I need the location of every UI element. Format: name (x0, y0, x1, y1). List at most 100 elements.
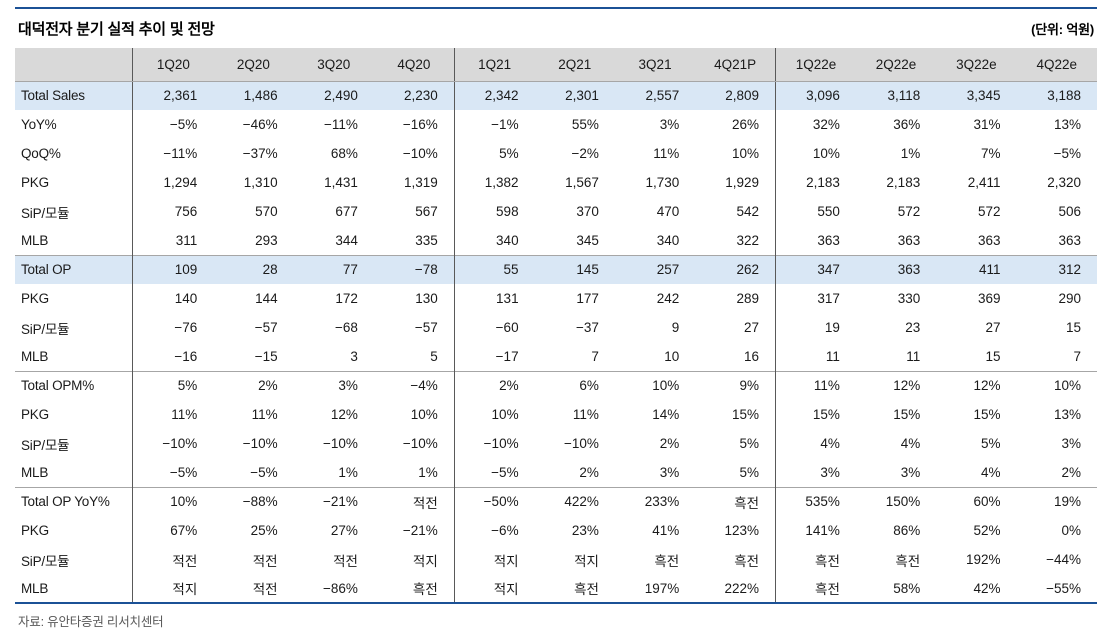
value-cell: 11% (775, 370, 856, 400)
column-header-3q21: 3Q21 (614, 48, 696, 82)
value-cell: 67% (132, 516, 214, 545)
value-cell: 140 (132, 284, 214, 313)
column-header-2q22e: 2Q22e (855, 48, 937, 82)
value-cell: −37% (242, 146, 278, 161)
value-cell: 적지 (412, 553, 438, 569)
value-cell: 적전 (333, 553, 358, 569)
table-row-3: PKG 1,294 1,310 1,431 1,319 1,382 1,567 1,730 1,… (15, 168, 1097, 197)
value-cell: 23% (571, 523, 599, 538)
value-cell: 15% (973, 407, 1001, 422)
value-cell: 4% (981, 464, 1001, 480)
value-cell: 적전 (252, 553, 278, 569)
value-cell: 12% (936, 370, 1017, 400)
value-cell: −57 (254, 320, 278, 335)
value-cell: 15 (1065, 320, 1081, 335)
value-cell: 550 (775, 197, 856, 226)
source-note: 자료: 유안타증권 리서치센터 (18, 615, 164, 629)
value-cell: 11% (572, 407, 599, 422)
value-cell: −10% (402, 146, 438, 161)
table-row-4: SiP/모듈 756 570 677 567 598 370 470 542 550 572 572 5… (15, 197, 1097, 226)
value-cell: 11% (251, 407, 278, 422)
row-label: SiP/모듈 (21, 321, 70, 337)
table-row-1: YoY% −5% −46% −11% −16% −1% 55% 3% 26% 32% 36% 31% 1… (15, 110, 1097, 139)
value-cell: 2,183 (775, 168, 856, 197)
value-cell: 11% (653, 146, 680, 161)
value-cell: 340 (656, 232, 680, 248)
table-row-2: QoQ% −11% −37% 68% −10% 5% −2% 11% 10% 10% 1% 7% −5% (15, 139, 1097, 168)
value-cell: 242 (656, 291, 680, 306)
value-cell: 3,188 (1016, 81, 1097, 110)
column-header-4q21p: 4Q21P (695, 48, 776, 82)
unit-label: (단위: 억원) (1031, 22, 1094, 37)
value-cell: 3% (775, 458, 856, 487)
value-cell: 2% (659, 436, 680, 451)
value-cell: 363 (1058, 232, 1081, 248)
value-cell: 15% (893, 407, 921, 422)
row-label: MLB (21, 580, 49, 596)
row-label: YoY% (21, 117, 57, 132)
value-cell: 506 (1058, 204, 1081, 219)
row-label: Total Sales (15, 81, 133, 110)
row-label: MLB (21, 232, 49, 248)
value-cell: 197% (644, 580, 680, 596)
value-cell: −86% (323, 580, 358, 596)
value-cell: 289 (736, 291, 760, 306)
value-cell: 572 (897, 204, 921, 219)
row-label-header (15, 48, 133, 82)
value-cell: 3% (659, 117, 680, 132)
value-cell: 257 (614, 254, 696, 284)
value-cell: 3 (350, 348, 358, 364)
value-cell: 흑전 (895, 553, 921, 569)
top-divider (15, 7, 1097, 9)
table-row-15: PKG 67% 25% 27% −21% −6% 23% 41% 123% 141% 86% 52% 0… (15, 516, 1097, 545)
value-cell: 293 (255, 232, 278, 248)
value-cell: −10% (132, 429, 214, 458)
value-cell: 55 (453, 254, 535, 284)
value-cell: −5% (1053, 146, 1081, 161)
value-cell: 192% (966, 552, 1001, 567)
value-cell: 27% (330, 523, 358, 538)
value-cell: 1% (900, 146, 921, 161)
value-cell: 적지 (132, 574, 214, 603)
value-cell: −21% (293, 486, 374, 516)
value-cell: 25% (250, 523, 278, 538)
value-cell: 적지 (574, 553, 599, 569)
value-cell: −10% (453, 429, 535, 458)
row-label: PKG (21, 407, 49, 422)
table-row-6: Total OP 109 28 77 −78 55 145 257 262 347 363 411 31… (15, 254, 1097, 284)
value-cell: 19 (775, 313, 856, 342)
value-cell: 141% (775, 516, 856, 545)
value-cell: 41% (652, 523, 680, 538)
value-cell: 370 (576, 204, 599, 219)
row-label: MLB (21, 348, 49, 364)
value-cell: 4% (775, 429, 856, 458)
value-cell: 2,809 (695, 81, 776, 110)
quarterly-results-table: 1Q20 2Q20 3Q20 4Q20 1Q21 2Q21 3Q21 4Q21P 1Q22e 2Q… (15, 48, 1097, 604)
table-row-16: SiP/모듈 적전 적전 적전 적지 적지 적지 흑전 흑전 흑전 흑전 192% −44% (15, 545, 1097, 574)
value-cell: 2% (453, 370, 535, 400)
value-cell: −76 (132, 313, 214, 342)
value-cell: −21% (402, 523, 438, 538)
table-row-14: Total OP YoY% 10% −88% −21% 적전 −50% 422% 233% 흑전… (15, 486, 1097, 516)
value-cell: −57 (414, 320, 438, 335)
value-cell: 7 (591, 348, 599, 364)
value-cell: 222% (724, 580, 760, 596)
value-cell: 15% (732, 407, 760, 422)
value-cell: 2% (579, 464, 599, 480)
column-header-1q21: 1Q21 (453, 48, 535, 82)
value-cell: −11% (324, 117, 358, 132)
row-label: Total OPM% (15, 370, 133, 400)
value-cell: −37 (576, 320, 599, 335)
value-cell: 1,730 (645, 175, 680, 190)
value-cell: −44% (1046, 552, 1081, 567)
value-cell: 317 (775, 284, 856, 313)
value-cell: 19% (1016, 486, 1097, 516)
value-cell: 적전 (373, 486, 455, 516)
value-cell: 2,490 (293, 81, 374, 110)
value-cell: 330 (897, 291, 921, 306)
value-cell: 144 (255, 291, 278, 306)
value-cell: −60 (453, 313, 535, 342)
value-cell: 2,183 (886, 175, 921, 190)
value-cell: −1% (453, 110, 535, 139)
